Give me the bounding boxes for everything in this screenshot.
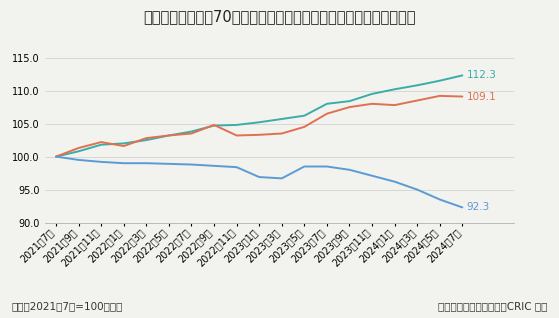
西安 [301, 125, 307, 129]
70城 [391, 180, 398, 183]
70城 [369, 174, 376, 178]
上海 [256, 121, 263, 124]
西安 [324, 112, 330, 116]
上海 [143, 138, 150, 142]
上海 [211, 124, 217, 128]
西安 [369, 102, 376, 106]
上海 [301, 114, 307, 118]
70城 [53, 155, 59, 158]
70城 [143, 161, 150, 165]
70城 [459, 205, 466, 209]
上海 [414, 83, 420, 87]
70城 [437, 197, 443, 201]
西安 [53, 155, 59, 158]
70城 [188, 162, 195, 166]
西安 [459, 95, 466, 99]
70城 [211, 164, 217, 168]
Line: 70城: 70城 [56, 156, 462, 207]
上海 [437, 79, 443, 83]
Line: 西安: 西安 [56, 96, 462, 156]
Text: 92.3: 92.3 [467, 203, 490, 212]
西安 [437, 94, 443, 98]
西安 [143, 136, 150, 140]
Text: 数据来源：国家统计局，CRIC 整理: 数据来源：国家统计局，CRIC 整理 [438, 302, 548, 312]
70城 [278, 176, 285, 180]
70城 [346, 168, 353, 172]
70城 [301, 165, 307, 169]
西安 [346, 105, 353, 109]
西安 [256, 133, 263, 137]
上海 [391, 87, 398, 91]
上海 [165, 134, 172, 137]
上海 [188, 130, 195, 134]
西安 [233, 134, 240, 137]
Text: 109.1: 109.1 [467, 92, 496, 101]
上海 [98, 143, 105, 147]
西安 [188, 132, 195, 135]
上海 [75, 149, 82, 153]
西安 [278, 132, 285, 135]
西安 [211, 123, 217, 127]
70城 [120, 161, 127, 165]
Text: 备注：2021年7月=100为基点: 备注：2021年7月=100为基点 [11, 302, 122, 312]
上海 [120, 142, 127, 145]
70城 [75, 158, 82, 162]
上海 [459, 73, 466, 77]
70城 [256, 175, 263, 179]
上海 [369, 92, 376, 96]
上海 [324, 102, 330, 106]
上海 [346, 99, 353, 103]
70城 [324, 165, 330, 169]
70城 [414, 188, 420, 191]
上海 [278, 117, 285, 121]
70城 [165, 162, 172, 166]
70城 [98, 160, 105, 164]
西安 [414, 99, 420, 102]
上海 [53, 155, 59, 158]
Text: 图：上海、西安和70个大中城市新建商品住宅销售价格指数变动情况: 图：上海、西安和70个大中城市新建商品住宅销售价格指数变动情况 [143, 10, 416, 24]
西安 [120, 144, 127, 148]
西安 [165, 134, 172, 137]
西安 [75, 146, 82, 150]
Text: 112.3: 112.3 [467, 70, 497, 80]
西安 [391, 103, 398, 107]
上海 [233, 123, 240, 127]
70城 [233, 165, 240, 169]
Line: 上海: 上海 [56, 75, 462, 156]
西安 [98, 140, 105, 144]
